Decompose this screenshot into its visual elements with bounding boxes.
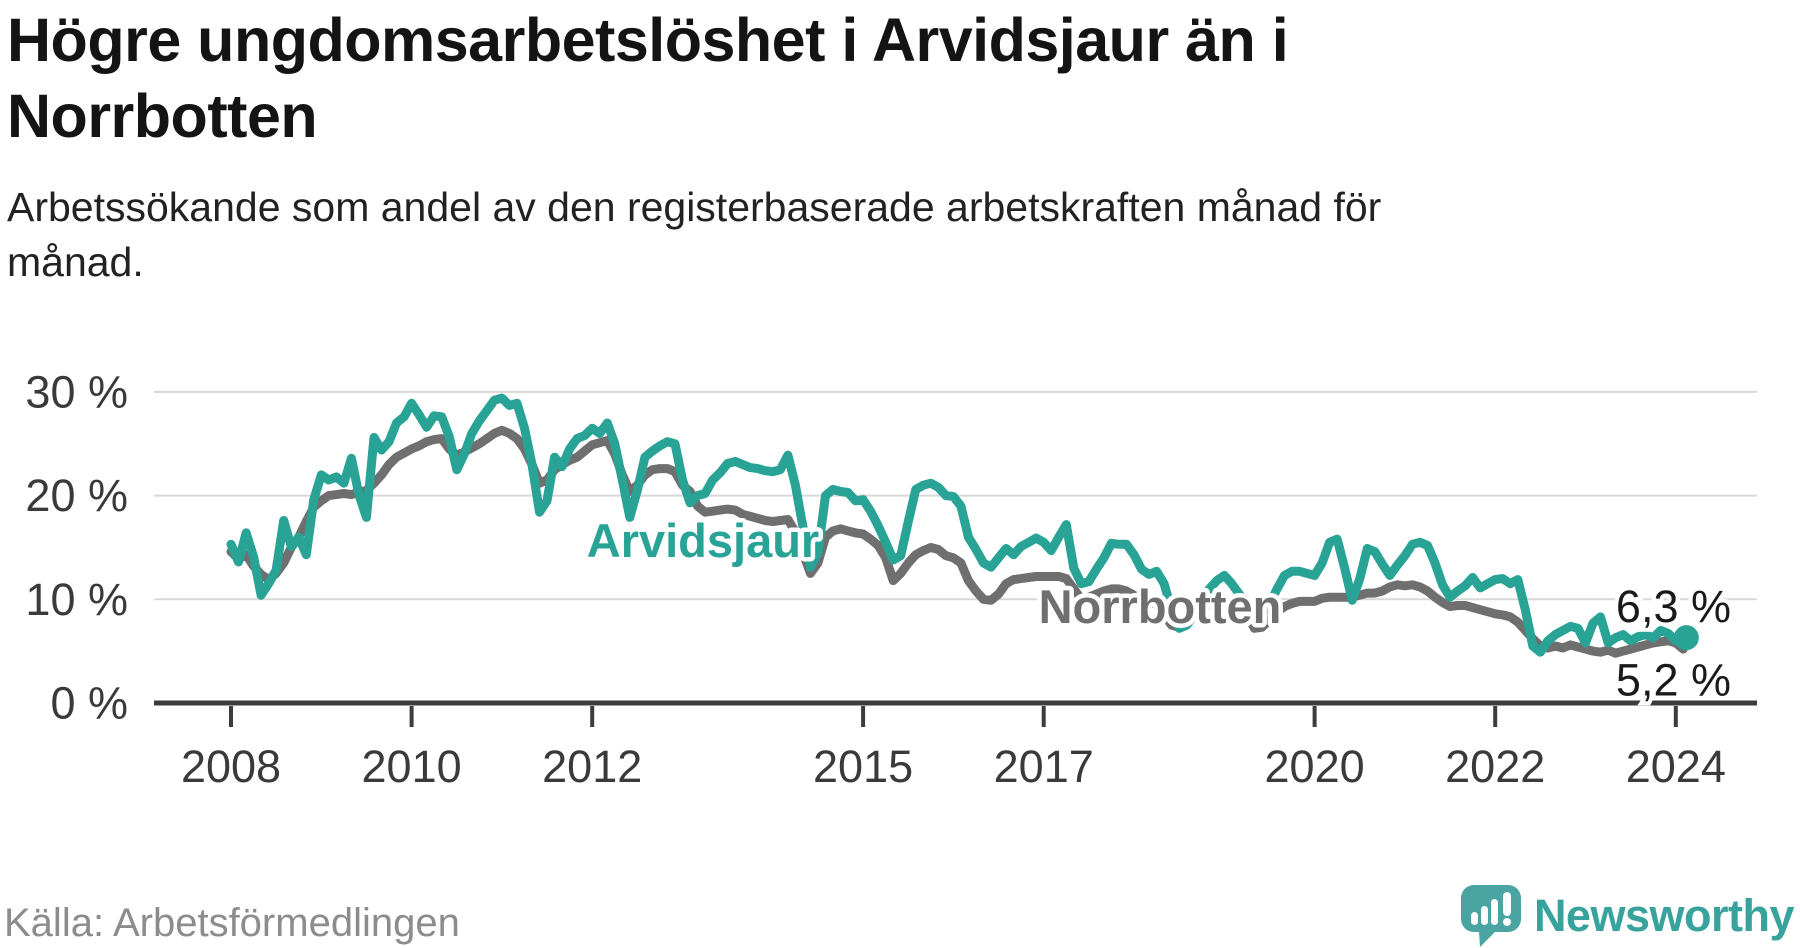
y-tick-label-0: 0 % (50, 678, 128, 729)
chart-header: Högre ungdomsarbetslöshet i Arvidsjaur ä… (7, 2, 1767, 290)
end-dot-arvidsjaur (1673, 625, 1699, 651)
end-value-label-norrbotten: 5,2 % (1616, 655, 1731, 706)
title-line-2: Norrbotten (7, 82, 318, 150)
x-tick-label-2012: 2012 (542, 741, 642, 792)
x-tick-label-2017: 2017 (994, 741, 1094, 792)
bar-large (1490, 899, 1498, 925)
series-lines (226, 393, 1688, 658)
x-tick-label-2024: 2024 (1626, 741, 1726, 792)
x-tick-label-2020: 2020 (1265, 741, 1365, 792)
newsworthy-wordmark: Newsworthy (1533, 890, 1795, 941)
y-tick-label-10: 10 % (25, 574, 128, 625)
y-axis-labels: 0 % 10 % 20 % 30 % (25, 366, 128, 728)
series-label-arvidsjaur: Arvidsjaur (587, 514, 819, 567)
title-line-1: Högre ungdomsarbetslöshet i Arvidsjaur ä… (7, 6, 1289, 74)
y-tick-label-20: 20 % (25, 470, 128, 521)
series-label-norrbotten: Norrbotten (1039, 580, 1282, 633)
newsworthy-brand: Newsworthy (1460, 884, 1795, 948)
exclamation-dot (1502, 918, 1511, 926)
page-title: Högre ungdomsarbetslöshet i Arvidsjaur ä… (7, 2, 1767, 154)
y-tick-label-30: 30 % (25, 366, 128, 417)
x-tick-label-2010: 2010 (362, 741, 462, 792)
chart-subtitle: Arbetssökande som andel av den registerb… (7, 180, 1767, 290)
x-axis: 2008 2010 2012 2015 2017 2020 2022 2024 (154, 700, 1757, 792)
series-line-norrbotten (226, 425, 1688, 658)
x-tick-label-2022: 2022 (1445, 741, 1545, 792)
subtitle-line-1: Arbetssökande som andel av den registerb… (7, 184, 1382, 230)
subtitle-line-2: månad. (7, 239, 144, 285)
series-line-arvidsjaur (226, 393, 1688, 657)
end-value-label-arvidsjaur: 6,3 % (1616, 581, 1731, 632)
source-note: Källa: Arbetsförmedlingen (4, 901, 460, 945)
annotations: Arvidsjaur Norrbotten 6,3 % 5,2 % (582, 510, 1735, 710)
x-tick-label-2008: 2008 (181, 741, 281, 792)
x-tick-label-2015: 2015 (813, 741, 913, 792)
exclamation-bar (1502, 892, 1511, 916)
bar-medium (1480, 906, 1488, 925)
bar-small (1470, 912, 1478, 925)
newsworthy-logo-icon (1460, 885, 1521, 947)
